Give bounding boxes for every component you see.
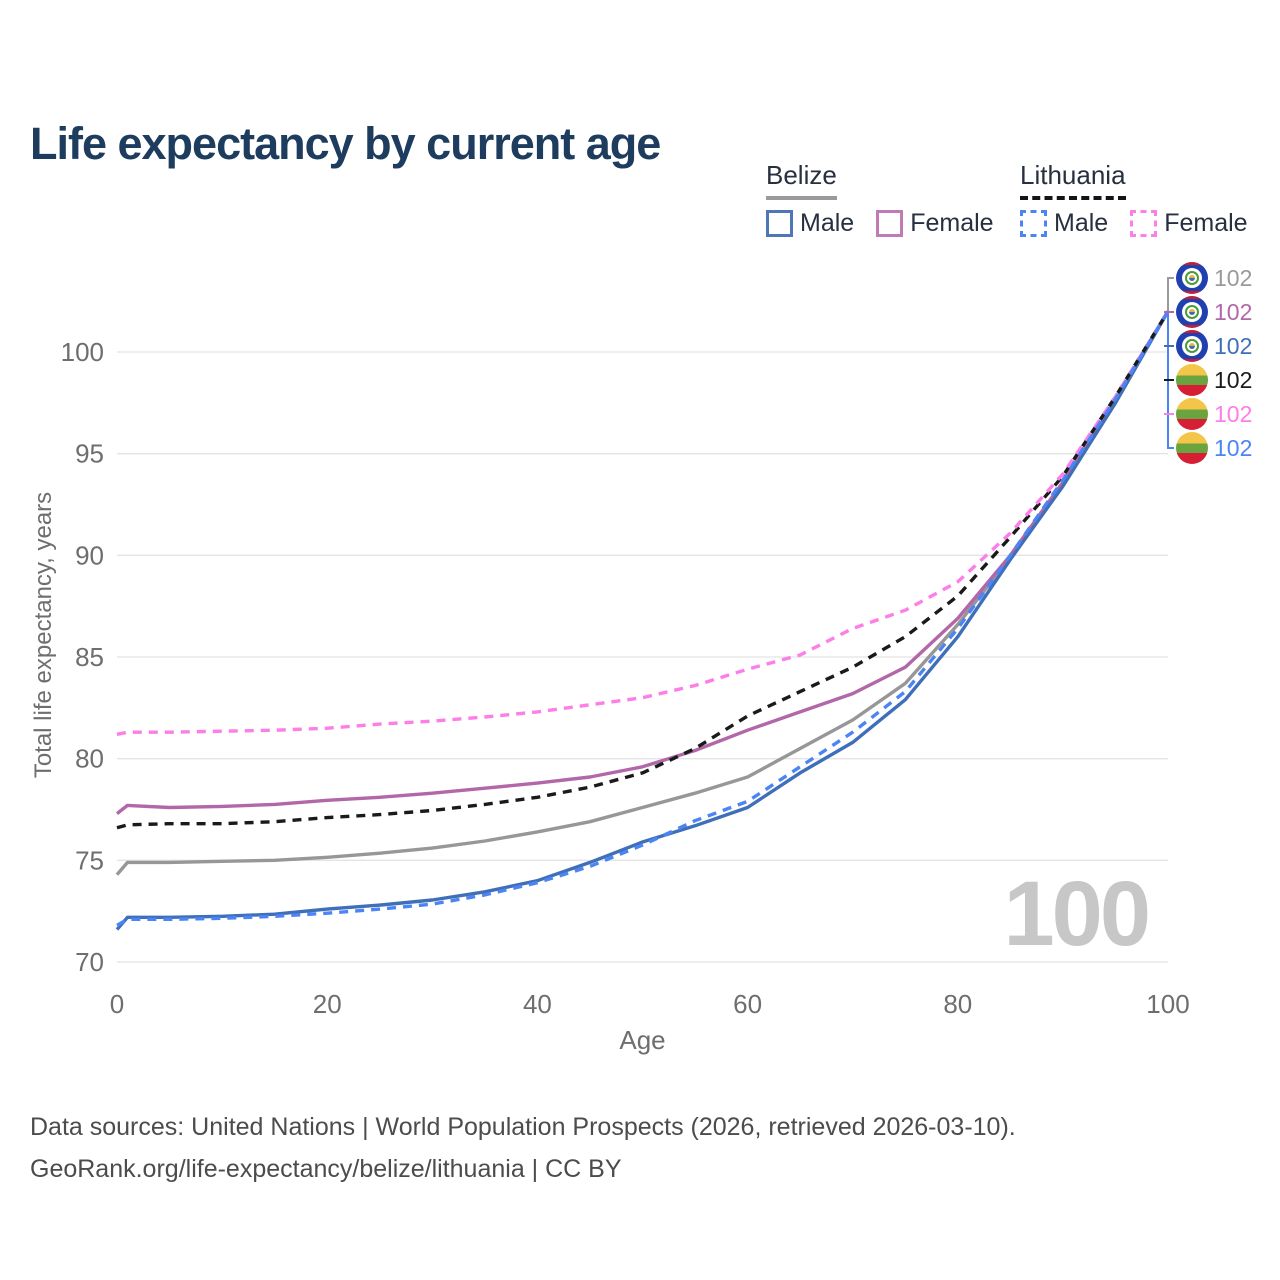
lithuania-flag-icon [1176, 398, 1208, 430]
y-tick-label: 80 [75, 744, 104, 774]
leader-line [1167, 277, 1174, 312]
series-line-belize-male [115, 310, 1170, 931]
legend-country-belize[interactable]: Belize [766, 160, 837, 200]
y-tick-label: 75 [75, 845, 104, 875]
page-title: Life expectancy by current age [30, 118, 661, 170]
end-label-row: 102 [1176, 363, 1252, 397]
y-tick-label: 100 [61, 337, 104, 367]
series-line-belize-both-sexes [115, 310, 1170, 876]
legend-row-belize: Male Female [766, 209, 1016, 238]
series-line-lithuania-female [116, 310, 1170, 736]
series-line-lithuania-male [116, 310, 1170, 927]
legend-label-belize-female[interactable]: Female [910, 209, 994, 237]
x-tick-label: 60 [733, 989, 762, 1019]
y-tick-label: 85 [75, 642, 104, 672]
end-value-label: 102 [1214, 265, 1253, 291]
legend-label-lithuania-male[interactable]: Male [1054, 209, 1109, 237]
legend-row-lithuania: Male Female [1020, 209, 1270, 238]
legend-label-lithuania-female[interactable]: Female [1164, 209, 1248, 237]
legend-label-belize-male[interactable]: Male [800, 209, 855, 237]
lithuania-flag-icon [1176, 432, 1208, 464]
belize-flag-icon [1176, 296, 1208, 328]
end-value-label: 102 [1214, 367, 1253, 393]
x-tick-label: 20 [313, 989, 342, 1019]
belize-flag-icon [1176, 330, 1208, 362]
y-axis-title: Total life expectancy, years [30, 491, 57, 779]
leader-line [1167, 311, 1174, 449]
end-value-label: 102 [1214, 401, 1253, 427]
x-tick-label: 80 [943, 989, 972, 1019]
legend-group-belize: Belize Male Female [766, 160, 1016, 238]
end-value-label: 102 [1214, 299, 1253, 325]
age-watermark: 100 [1003, 863, 1151, 965]
series-line-lithuania-both-sexes [116, 310, 1170, 830]
footer: Data sources: United Nations | World Pop… [30, 1106, 1016, 1190]
end-label-row: 102 [1176, 295, 1252, 329]
legend-swatch-lithuania-female[interactable] [1130, 210, 1158, 237]
end-value-label: 102 [1214, 435, 1253, 461]
x-tick-label: 100 [1146, 989, 1189, 1019]
end-label-row: 102 [1176, 329, 1252, 363]
series-line-belize-female [115, 310, 1170, 815]
end-label-row: 102 [1176, 397, 1252, 431]
end-label-row: 102 [1176, 261, 1252, 295]
y-tick-label: 90 [75, 540, 104, 570]
x-axis-title: Age [619, 1025, 665, 1055]
y-tick-label: 70 [75, 947, 104, 977]
legend-swatch-belize-male[interactable] [766, 210, 793, 237]
x-tick-label: 40 [523, 989, 552, 1019]
legend-swatch-lithuania-male[interactable] [1020, 210, 1047, 237]
footer-attribution: GeoRank.org/life-expectancy/belize/lithu… [30, 1155, 622, 1183]
end-label-row: 102 [1176, 431, 1252, 465]
belize-flag-icon [1176, 262, 1208, 294]
end-value-label: 102 [1214, 333, 1253, 359]
legend-swatch-belize-female[interactable] [876, 210, 904, 237]
legend-group-lithuania: Lithuania Male Female [1020, 160, 1270, 238]
y-tick-label: 95 [75, 439, 104, 469]
legend-country-lithuania[interactable]: Lithuania [1020, 160, 1126, 200]
lithuania-flag-icon [1176, 364, 1208, 396]
x-tick-label: 0 [110, 989, 124, 1019]
end-labels: 102 102 102 102 102 102 [1176, 261, 1252, 465]
footer-data-sources: Data sources: United Nations | World Pop… [30, 1113, 1016, 1141]
